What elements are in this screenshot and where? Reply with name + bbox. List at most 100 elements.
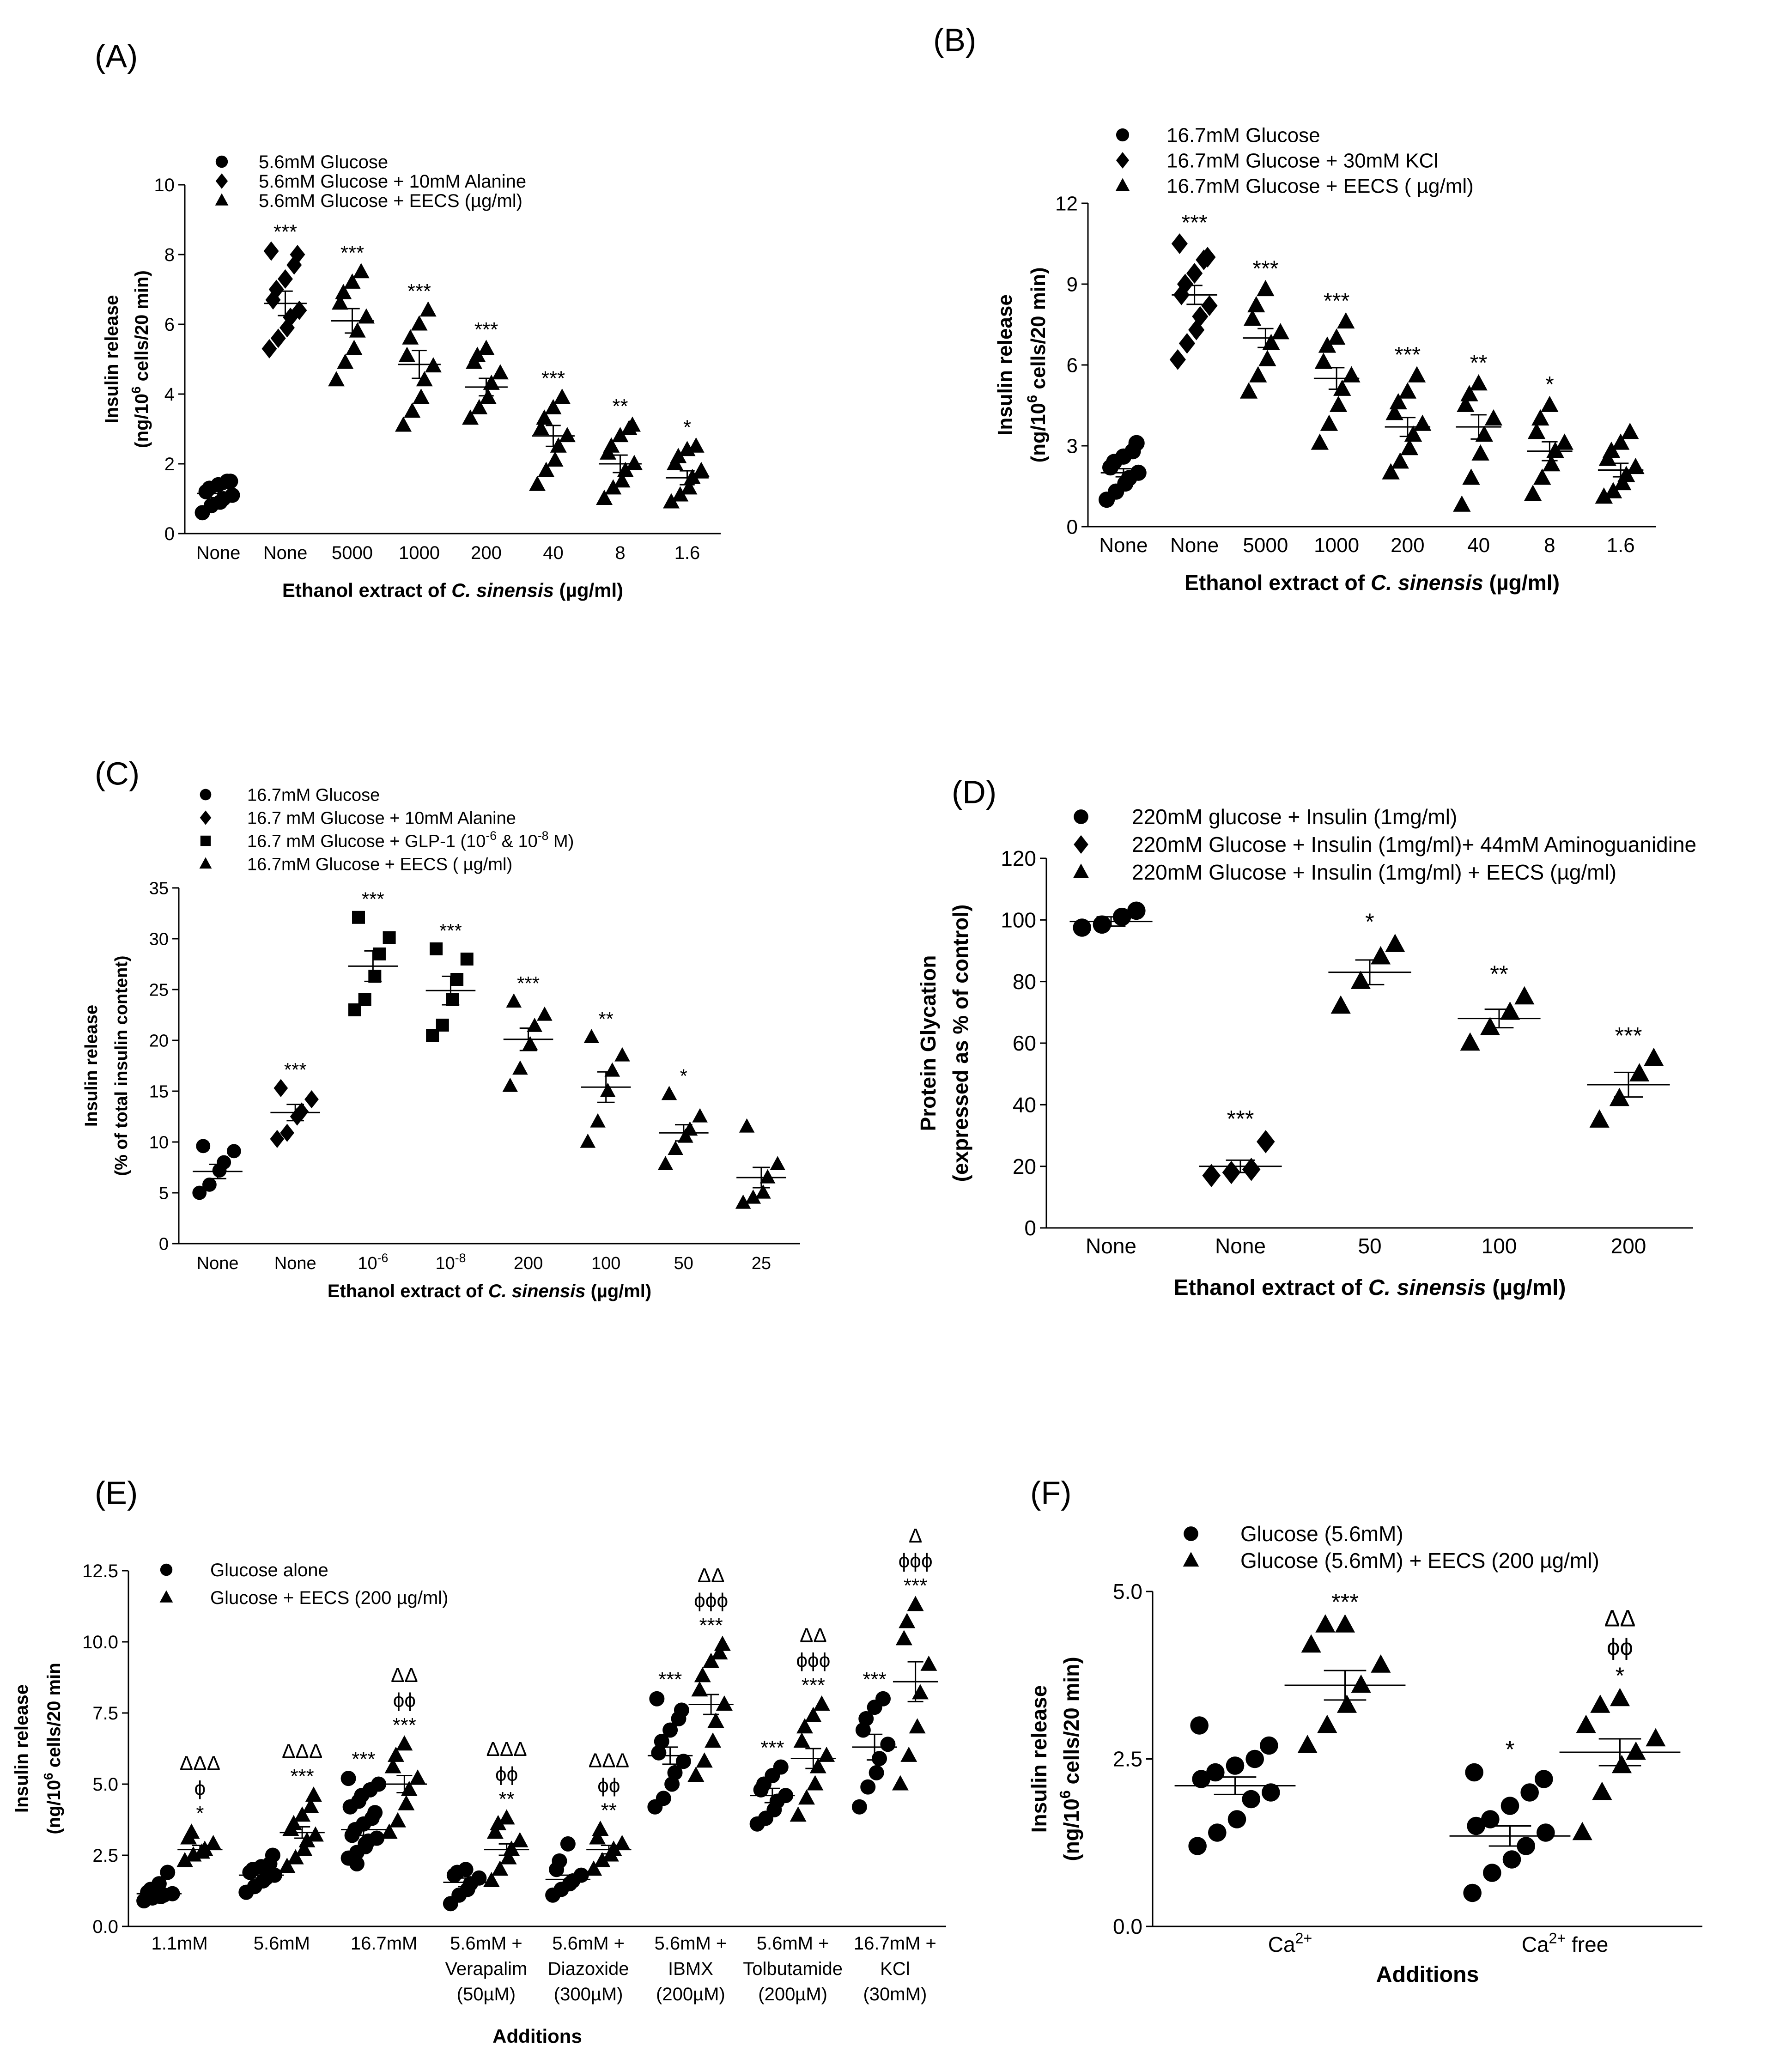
x-tick-label: None <box>263 543 308 563</box>
data-point-triangle <box>1318 336 1336 353</box>
data-point-diamond <box>270 1130 285 1148</box>
data-point-circle <box>1227 1810 1246 1828</box>
data-point-triangle <box>600 1082 616 1097</box>
data-point-triangle <box>1371 1654 1391 1673</box>
data-point-triangle <box>1243 310 1262 326</box>
data-point-diamond <box>268 279 284 299</box>
chart-panel-5: (E) 0.0 2.5 5.0 7.5 10.0 12.5 Insulin release (n… <box>12 1475 946 2047</box>
x-tick-label: 1.1mM <box>152 1933 208 1954</box>
y-tick-label: 6 <box>164 315 175 335</box>
data-point-triangle <box>1258 350 1276 366</box>
x-tick-label: 50 <box>674 1254 693 1273</box>
data-point-triangle <box>337 353 354 369</box>
data-point-circle <box>1260 1736 1278 1755</box>
x-tick-label: (300µM) <box>554 1984 623 2004</box>
significance-marker: *** <box>340 242 364 264</box>
legend-marker-circle <box>200 789 212 801</box>
x-tick-label: 8 <box>1544 534 1555 557</box>
data-point-triangle <box>592 1821 609 1836</box>
y-tick-label: 3 <box>1067 435 1078 457</box>
significance-marker: *** <box>474 318 498 341</box>
y-tick-label: 0.0 <box>92 1917 118 1937</box>
significance-marker: * <box>683 416 691 438</box>
significance-marker: *** <box>352 1748 375 1771</box>
x-tick-label: 40 <box>543 543 564 563</box>
x-tick-label: 5.6mM + <box>552 1933 625 1954</box>
data-point-triangle <box>614 472 631 488</box>
data-point-triangle <box>900 1746 917 1762</box>
data-point-triangle <box>1336 1695 1357 1713</box>
legend-label: 16.7mM Glucose + 30mM KCl <box>1166 149 1438 172</box>
y-axis-label: Insulin release <box>82 1005 101 1127</box>
significance-marker: ΔΔ <box>800 1624 827 1647</box>
data-point-circle <box>223 474 238 489</box>
data-point-triangle <box>1385 404 1403 420</box>
data-point-triangle <box>807 1775 824 1791</box>
data-point-diamond <box>273 1079 288 1097</box>
x-tick-label: (200µM) <box>758 1984 827 2004</box>
data-point-triangle <box>1610 1688 1630 1707</box>
y-tick-label: 15 <box>149 1082 169 1101</box>
data-point-triangle <box>559 427 576 443</box>
x-tick-label: None <box>197 1254 239 1273</box>
chart-panel-1: (A) 0 2 4 6 8 10 Insulin release (ng/106 cells/2… <box>95 38 721 601</box>
data-point-diamond <box>1186 263 1203 284</box>
data-point-triangle <box>759 1169 776 1184</box>
data-point-triangle <box>589 1829 606 1845</box>
data-point-triangle <box>1541 395 1559 412</box>
significance-marker: ** <box>1470 351 1488 376</box>
data-point-triangle <box>462 409 479 425</box>
data-point-triangle <box>672 486 689 502</box>
y-tick-label: 10 <box>149 1133 169 1152</box>
significance-marker: ** <box>499 1788 515 1810</box>
legend-label: 16.7mM Glucose <box>1166 124 1320 146</box>
data-point-triangle <box>305 1786 322 1802</box>
data-point-circle <box>1537 1823 1555 1842</box>
data-point-triangle <box>1337 312 1355 329</box>
data-point-circle <box>1206 1763 1225 1782</box>
data-point-circle <box>1073 918 1091 937</box>
legend-marker-diamond <box>1116 152 1130 169</box>
data-point-circle <box>560 1836 576 1852</box>
y-tick-label: 35 <box>149 879 169 898</box>
significance-marker: ϕϕ <box>1607 1634 1633 1660</box>
legend-marker-triangle <box>1073 863 1089 878</box>
data-point-circle <box>349 1856 364 1871</box>
data-point-triangle <box>693 462 710 477</box>
data-point-triangle <box>536 409 553 425</box>
data-point-triangle <box>594 1852 611 1867</box>
data-point-circle <box>1481 1810 1500 1828</box>
x-tick-label: 40 <box>1467 534 1490 557</box>
data-point-triangle <box>1460 385 1478 401</box>
data-point-circle <box>1226 1756 1245 1775</box>
y-tick-label: 4 <box>164 384 175 405</box>
data-point-circle <box>860 1779 876 1795</box>
data-point-triangle <box>352 263 370 279</box>
data-point-circle <box>340 1771 356 1786</box>
significance-marker: Δ <box>909 1525 922 1547</box>
data-point-triangle <box>545 399 562 414</box>
significance-marker: ** <box>1490 961 1508 987</box>
x-tick-label: None <box>196 543 241 563</box>
y-tick-label: 20 <box>1013 1154 1036 1178</box>
data-point-triangle <box>1329 395 1348 412</box>
data-point-triangle <box>1408 366 1426 383</box>
legend-label: 5.6mM Glucose + EECS (µg/ml) <box>259 191 522 211</box>
data-point-circle <box>225 487 240 503</box>
data-point-circle <box>151 1876 167 1892</box>
data-point-triangle <box>1460 1032 1480 1051</box>
data-point-triangle <box>707 1712 724 1728</box>
y-axis-label: Insulin release <box>102 295 122 424</box>
data-point-triangle <box>892 1775 909 1791</box>
x-axis-label: Additions <box>1376 1962 1479 1987</box>
x-tick-label: 1000 <box>399 543 440 563</box>
data-point-triangle <box>492 1860 509 1876</box>
y-axis-label: Insulin release <box>994 294 1016 436</box>
y-tick-label: 80 <box>1013 970 1036 994</box>
data-point-triangle <box>1617 466 1635 482</box>
x-axis-label: Ethanol extract of C. sinensis (µg/ml) <box>328 1281 651 1301</box>
significance-marker: ΔΔΔ <box>589 1749 629 1772</box>
data-point-triangle <box>332 294 349 310</box>
data-point-diamond <box>1199 247 1216 268</box>
data-point-triangle <box>735 1194 751 1209</box>
